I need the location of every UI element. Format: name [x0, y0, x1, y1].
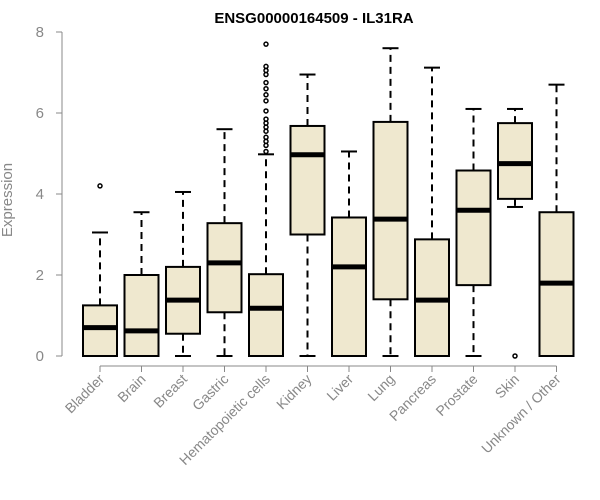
y-axis: 0 2 4 6 8 — [36, 24, 63, 365]
x-tick-label: Liver — [323, 371, 356, 404]
box-iqr — [497, 122, 533, 200]
outlier-point — [263, 41, 269, 47]
x-tick-label: Bladder — [62, 371, 108, 417]
y-tick-label: 0 — [36, 348, 44, 365]
box-pancreas — [414, 66, 450, 357]
box-skin — [497, 107, 533, 359]
outlier-point — [263, 116, 269, 122]
outlier-point — [512, 353, 518, 359]
outlier-point — [263, 148, 269, 155]
box-series — [82, 41, 575, 359]
box-iqr — [82, 304, 118, 357]
x-tick-label: Lung — [364, 371, 397, 404]
outlier-point — [263, 63, 269, 70]
box-iqr — [123, 274, 160, 357]
box-hematopoietic-cells — [248, 41, 284, 357]
y-tick-label: 2 — [36, 267, 44, 284]
box-iqr — [289, 124, 326, 236]
box-brain — [123, 211, 160, 357]
box-gastric — [206, 128, 243, 357]
x-tick-label: Brain — [114, 371, 148, 405]
outlier-point — [263, 85, 269, 92]
box-bladder — [82, 183, 118, 357]
box-iqr — [206, 222, 243, 314]
y-tick-label: 8 — [36, 24, 44, 41]
y-tick-label: 6 — [36, 105, 44, 122]
outlier-point — [97, 183, 103, 189]
x-tick-label: Prostate — [432, 371, 480, 419]
x-tick-label: Unknown / Other — [478, 371, 564, 457]
box-lung — [372, 47, 409, 357]
outlier-point — [263, 134, 269, 141]
y-axis-label: Expression — [0, 163, 16, 237]
box-prostate — [455, 107, 492, 357]
box-iqr — [455, 169, 492, 287]
outlier-point — [263, 108, 269, 114]
box-liver — [331, 150, 367, 357]
chart-title: ENSG00000164509 - IL31RA — [214, 10, 413, 27]
x-tick-label: Breast — [150, 371, 190, 411]
box-breast — [165, 190, 201, 357]
y-tick-label: 4 — [36, 186, 44, 203]
box-kidney — [289, 73, 326, 357]
box-unknown-other — [538, 83, 575, 357]
box-iqr — [372, 120, 409, 301]
box-iqr — [248, 273, 284, 357]
x-tick-label: Skin — [492, 371, 523, 402]
x-tick-label: Kidney — [273, 371, 315, 413]
box-iqr — [331, 216, 367, 357]
outlier-point — [263, 79, 269, 86]
outlier-point — [263, 98, 269, 104]
outlier-point — [263, 92, 269, 98]
